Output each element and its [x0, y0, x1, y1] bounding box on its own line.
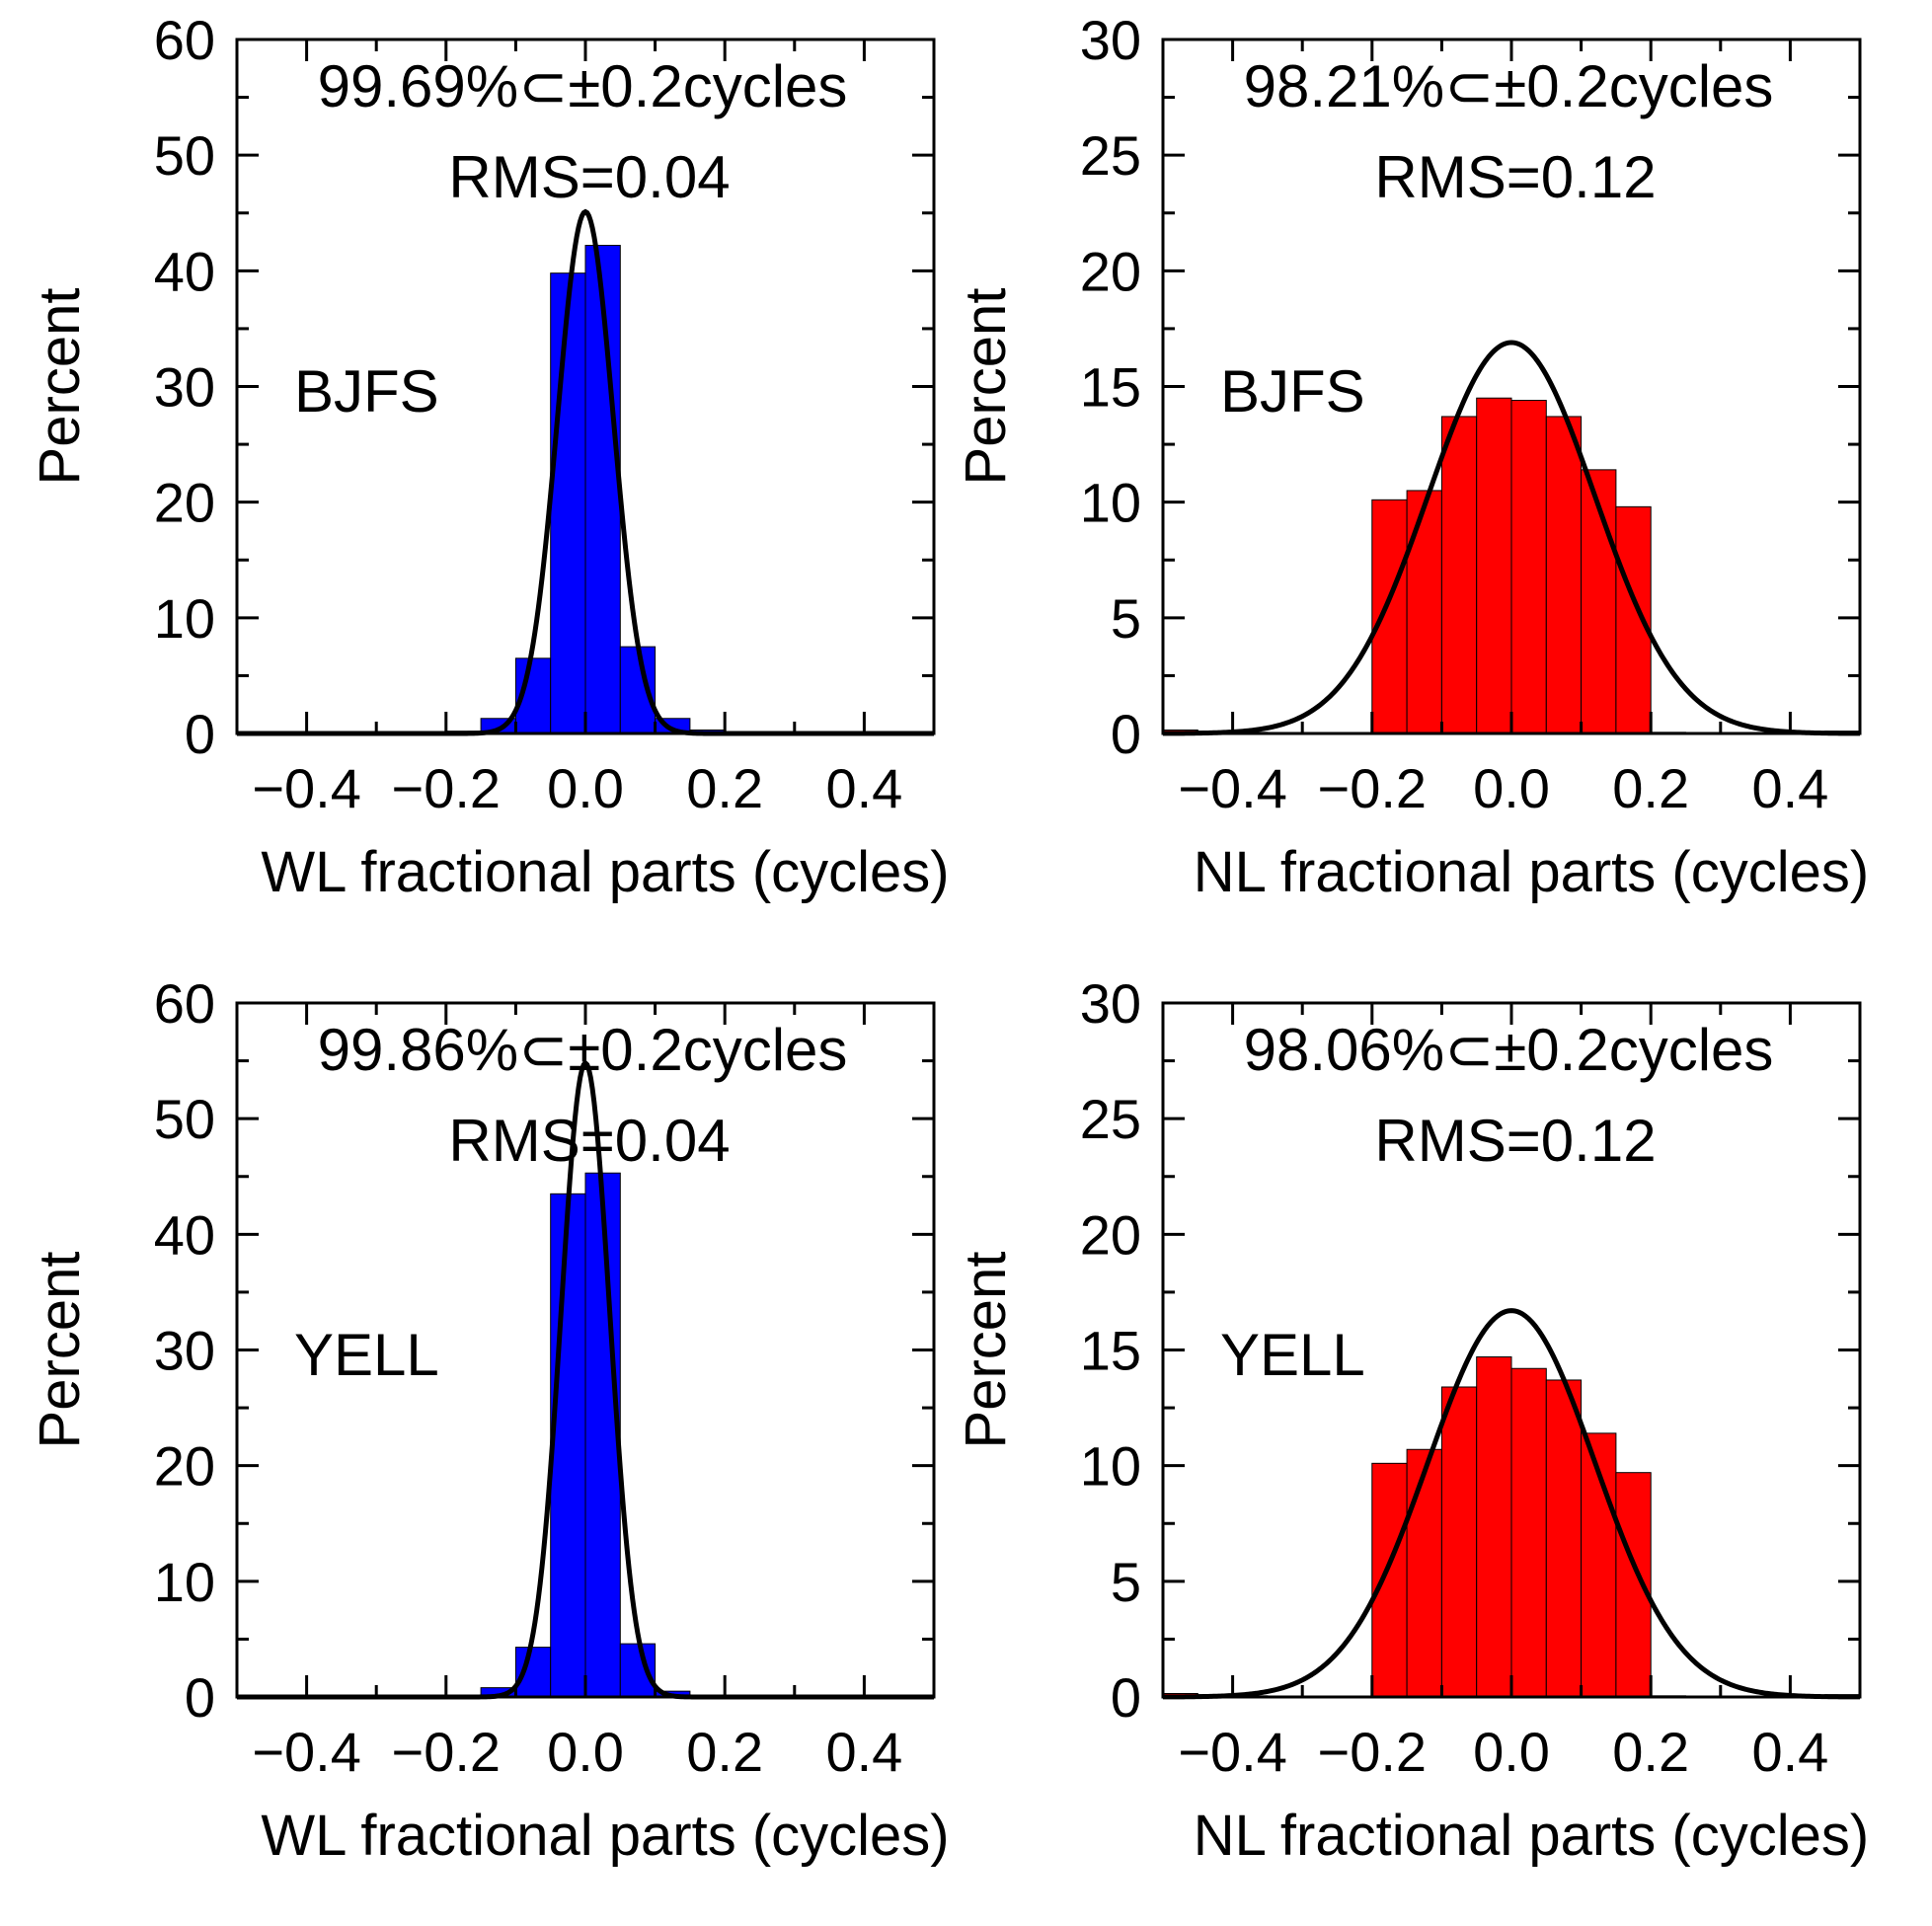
y-tick-label: 0 [185, 703, 215, 765]
station-label: YELL [1220, 1322, 1365, 1388]
coverage-annotation: 99.86%⊂±0.2cycles [318, 1017, 848, 1083]
station-label: YELL [294, 1322, 439, 1388]
histogram-bar [1440, 1386, 1478, 1698]
y-axis-title: Percent [954, 288, 1018, 486]
y-tick-label: 25 [1080, 1088, 1141, 1150]
coverage-annotation: 98.21%⊂±0.2cycles [1244, 53, 1774, 119]
histogram-bar [619, 1643, 657, 1698]
gaussian-fit-curve [1163, 1308, 1860, 1700]
y-axis-title: Percent [28, 1252, 92, 1449]
y-tick-label: 15 [1080, 1320, 1141, 1382]
x-tick-label: −0.2 [1318, 1721, 1428, 1783]
y-tick-label: 5 [1111, 1551, 1141, 1613]
x-tick-label: −0.2 [1318, 757, 1428, 819]
x-tick-label: −0.4 [252, 757, 361, 819]
x-tick-label: −0.4 [252, 1721, 361, 1783]
x-tick-label: −0.4 [1178, 1721, 1287, 1783]
y-tick-label: 60 [154, 9, 215, 71]
rms-annotation: RMS=0.04 [448, 144, 730, 210]
x-tick-label: −0.4 [1178, 757, 1287, 819]
x-axis-title: WL fractional parts (cycles) [261, 1804, 949, 1868]
x-tick-label: 0.0 [1473, 1721, 1550, 1783]
gaussian-fit-curve [1163, 340, 1860, 736]
y-tick-label: 40 [154, 1203, 215, 1266]
x-tick-label: −0.2 [392, 757, 502, 819]
y-axis-title: Percent [954, 1252, 1018, 1449]
histogram-bar [550, 1193, 586, 1698]
y-tick-label: 30 [1080, 972, 1141, 1035]
x-tick-label: 0.4 [825, 1721, 902, 1783]
histogram-bar [550, 272, 586, 734]
y-tick-label: 40 [154, 240, 215, 302]
y-tick-label: 0 [1111, 703, 1141, 765]
histogram-bar [584, 1172, 621, 1698]
x-tick-label: 0.2 [686, 757, 763, 819]
histogram-bar [1406, 1448, 1442, 1698]
rms-annotation: RMS=0.12 [1374, 144, 1656, 210]
histogram-bar [1371, 499, 1408, 734]
y-tick-label: 20 [1080, 1203, 1141, 1266]
panel-top-right: 0 5 10 15 20 25 30 −0.4 −0.2 0.0 0.2 0.4 NL fraction… [954, 9, 1869, 904]
histogram-bar [1440, 416, 1478, 734]
y-tick-label: 60 [154, 972, 215, 1035]
y-axis-title: Percent [28, 288, 92, 486]
y-tick-label: 15 [1080, 356, 1141, 419]
x-tick-label: 0.4 [825, 757, 902, 819]
histogram-bar [1510, 1367, 1547, 1698]
x-tick-label: 0.4 [1751, 1721, 1828, 1783]
y-tick-label: 10 [154, 587, 215, 650]
y-tick-label: 20 [154, 1435, 215, 1498]
y-tick-label: 50 [154, 124, 215, 187]
y-tick-label: 0 [185, 1666, 215, 1729]
y-tick-label: 50 [154, 1088, 215, 1150]
x-tick-label: 0.0 [1473, 757, 1550, 819]
histogram-bar [1545, 1379, 1583, 1698]
histogram-bar [1371, 1462, 1408, 1698]
y-tick-label: 30 [154, 356, 215, 419]
coverage-annotation: 99.69%⊂±0.2cycles [318, 53, 848, 119]
station-label: BJFS [294, 358, 439, 424]
x-tick-label: −0.2 [392, 1721, 502, 1783]
histogram-bar [1476, 1356, 1512, 1698]
y-tick-label: 10 [154, 1551, 215, 1613]
x-tick-label: 0.0 [547, 1721, 624, 1783]
panel-bottom-left: 0 10 20 30 40 50 60 −0.4 −0.2 0.0 0.2 0.4 WL fractio… [28, 972, 950, 1868]
y-tick-label: 20 [154, 472, 215, 534]
rms-annotation: RMS=0.12 [1374, 1108, 1656, 1174]
x-axis-title: NL fractional parts (cycles) [1194, 840, 1869, 904]
panel-top-left: 0 10 20 30 40 50 60 −0.4 −0.2 0.0 0.2 0.4 WL fractio… [28, 9, 950, 904]
panel-bottom-right: 0 5 10 15 20 25 30 −0.4 −0.2 0.0 0.2 0.4 NL fraction… [954, 972, 1869, 1868]
x-tick-label: 0.2 [686, 1721, 763, 1783]
y-tick-label: 20 [1080, 240, 1141, 302]
y-tick-label: 0 [1111, 1666, 1141, 1729]
y-tick-label: 30 [1080, 9, 1141, 71]
x-tick-label: 0.0 [547, 757, 624, 819]
x-axis-title: WL fractional parts (cycles) [261, 840, 949, 904]
histogram-bar [1476, 397, 1512, 734]
y-tick-label: 5 [1111, 587, 1141, 650]
y-tick-label: 10 [1080, 472, 1141, 534]
x-axis-title: NL fractional parts (cycles) [1194, 1804, 1869, 1868]
coverage-annotation: 98.06%⊂±0.2cycles [1244, 1017, 1774, 1083]
y-tick-label: 30 [154, 1320, 215, 1382]
x-tick-label: 0.2 [1612, 757, 1689, 819]
x-tick-label: 0.2 [1612, 1721, 1689, 1783]
histogram-bar [1581, 469, 1617, 734]
y-tick-label: 10 [1080, 1435, 1141, 1498]
histogram-bar [1545, 416, 1583, 734]
x-tick-label: 0.4 [1751, 757, 1828, 819]
rms-annotation: RMS=0.04 [448, 1108, 730, 1174]
histogram-bar [1406, 490, 1442, 734]
y-tick-label: 25 [1080, 124, 1141, 187]
histogram-bar [1510, 400, 1547, 734]
station-label: BJFS [1220, 358, 1365, 424]
